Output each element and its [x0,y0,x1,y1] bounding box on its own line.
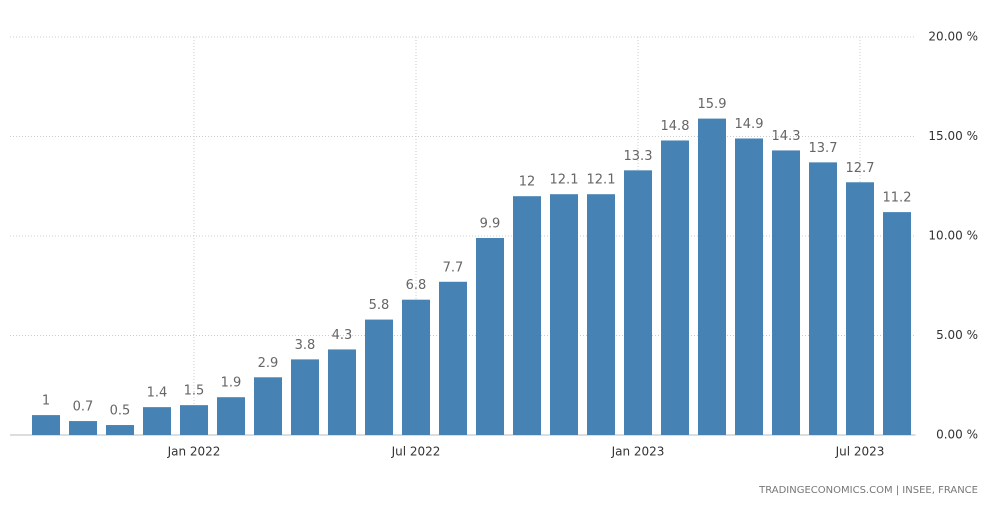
value-label: 0.7 [73,400,94,415]
x-tick-label: Jan 2023 [611,445,665,459]
bar [69,421,97,435]
value-label: 1.9 [221,376,242,391]
y-tick-label: 10.00 % [928,229,978,243]
value-label: 6.8 [406,278,427,293]
value-label: 9.9 [480,216,501,231]
bar [402,299,430,435]
value-label: 12.1 [550,173,579,188]
value-label: 14.3 [772,129,801,144]
bar [439,281,467,435]
bar [217,397,245,435]
bar [772,150,800,435]
value-label: 5.8 [369,298,390,313]
bar [513,196,541,435]
bar [143,407,171,435]
y-tick-label: 20.00 % [928,30,978,44]
value-label: 1 [42,394,50,409]
y-tick-label: 15.00 % [928,129,978,143]
value-label: 1.4 [147,386,168,401]
value-label: 15.9 [698,97,727,112]
value-label: 11.2 [883,191,912,206]
bar [735,138,763,436]
bar [328,349,356,435]
value-label: 14.8 [661,119,690,134]
value-label: 0.5 [110,404,131,419]
bar [476,237,504,435]
bar [661,140,689,436]
value-label: 1.5 [184,384,205,399]
value-label: 12 [519,175,536,190]
bar [698,118,726,435]
bar [291,359,319,435]
value-label: 13.7 [809,141,838,156]
value-label: 12.7 [846,161,875,176]
value-label: 3.8 [295,338,316,353]
bar [809,162,837,435]
bar [846,182,874,435]
bar [550,194,578,435]
bar [883,212,911,435]
y-tick-label: 0.00 % [936,428,978,442]
bar [365,319,393,435]
x-tick-label: Jan 2022 [167,445,221,459]
x-tick-label: Jul 2022 [391,445,441,459]
x-tick-label: Jul 2023 [835,445,885,459]
value-label: 4.3 [332,328,353,343]
value-label: 7.7 [443,260,464,275]
source: TRADINGECONOMICS.COM | INSEE, FRANCE [758,485,978,496]
bar [180,405,208,435]
bar [587,194,615,435]
value-label: 12.1 [587,173,616,188]
y-tick-label: 5.00 % [936,328,978,342]
value-label: 2.9 [258,356,279,371]
value-label: 14.9 [735,117,764,132]
bar [254,377,282,435]
bar [624,170,652,435]
bar [32,415,60,435]
value-label: 13.3 [624,149,653,164]
bar [106,425,134,435]
